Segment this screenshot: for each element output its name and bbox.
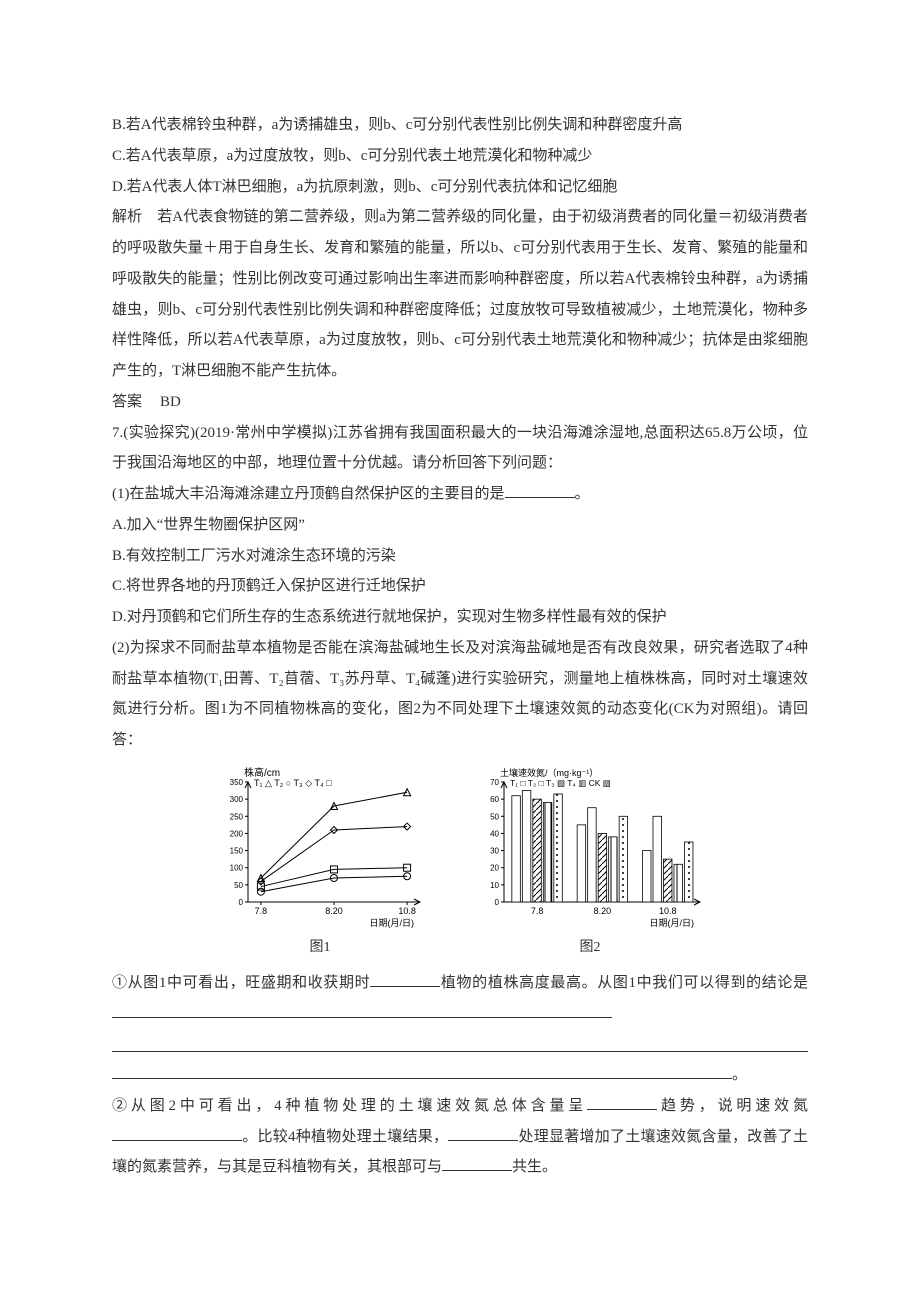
blank bbox=[370, 971, 440, 987]
q7-p1: (1)在盐城大丰沿海滩涂建立丹顶鹤自然保护区的主要目的是 。 bbox=[112, 479, 808, 510]
q7-sub1-tail-line: 。 bbox=[112, 1060, 808, 1091]
svg-text:10.8: 10.8 bbox=[398, 906, 416, 916]
svg-text:10: 10 bbox=[490, 881, 499, 890]
figure-1-caption: 图1 bbox=[310, 934, 331, 963]
svg-text:T₁ □ T₂ □ T₃ ▨ T₄ ▥ CK ▧: T₁ □ T₂ □ T₃ ▨ T₄ ▥ CK ▧ bbox=[510, 778, 611, 788]
blank bbox=[448, 1125, 518, 1141]
q7-sub2: ②从图2中可看出，4种植物处理的土壤速效氮总体含量呈 趋势，说明速效氮 。比较4种… bbox=[112, 1091, 808, 1183]
svg-text:8.20: 8.20 bbox=[325, 906, 343, 916]
svg-text:T₁ △ T₂ ○ T₃ ◇ T₄ □: T₁ △ T₂ ○ T₃ ◇ T₄ □ bbox=[254, 778, 332, 788]
q7-option-d: D.对丹顶鹤和它们所生存的生态系统进行就地保护，实现对生物多样性最有效的保护 bbox=[112, 602, 808, 633]
svg-text:30: 30 bbox=[490, 846, 499, 855]
q7-sub2e: 共生。 bbox=[512, 1159, 557, 1175]
svg-text:8.20: 8.20 bbox=[594, 906, 612, 916]
blank bbox=[112, 1002, 612, 1018]
q7-sub1a: ①从图1中可看出，旺盛期和收获期时 bbox=[112, 975, 370, 991]
svg-text:0: 0 bbox=[239, 898, 244, 907]
q7-p2: (2)为探求不同耐盐草本植物是否能在滨海盐碱地生长及对滨海盐碱地是否有改良效果，… bbox=[112, 633, 808, 756]
figure-2-caption: 图2 bbox=[580, 934, 601, 963]
answer-block: 答案 BD bbox=[112, 387, 808, 418]
svg-text:350: 350 bbox=[230, 778, 244, 787]
q7-p1-text: (1)在盐城大丰沿海滩涂建立丹顶鹤自然保护区的主要目的是 bbox=[112, 486, 505, 502]
q7-option-a: A.加入“世界生物圈保护区网” bbox=[112, 510, 808, 541]
svg-text:10.8: 10.8 bbox=[659, 906, 677, 916]
figure-1: 株高/cmT₁ △ T₂ ○ T₃ ◇ T₄ □0501001502002503… bbox=[210, 762, 430, 963]
q7-stem: 7.(实验探究)(2019·常州中学模拟)江苏省拥有我国面积最大的一块沿海滩涂湿… bbox=[112, 418, 808, 480]
svg-text:60: 60 bbox=[490, 795, 499, 804]
q7-sub1: ①从图1中可看出，旺盛期和收获期时 植物的植株高度最高。从图1中我们可以得到的结论… bbox=[112, 968, 808, 1030]
q7-sub1b: 植物的植株高度最高。从图1中我们可以得到的结论是 bbox=[440, 975, 808, 991]
svg-text:70: 70 bbox=[490, 778, 499, 787]
svg-text:日期(月/日): 日期(月/日) bbox=[650, 918, 695, 928]
q7-option-b: B.有效控制工厂污水对滩涂生态环境的污染 bbox=[112, 541, 808, 572]
svg-text:7.8: 7.8 bbox=[255, 906, 268, 916]
chart-2-svg: 土壤速效氮/（mg·kg⁻¹）T₁ □ T₂ □ T₃ ▨ T₄ ▥ CK ▧ 0… bbox=[470, 762, 710, 932]
blank bbox=[112, 1063, 732, 1079]
svg-text:日期(月/日): 日期(月/日) bbox=[370, 918, 415, 928]
svg-text:土壤速效氮/（mg·kg⁻¹）: 土壤速效氮/（mg·kg⁻¹） bbox=[500, 767, 598, 778]
answer-label: 答案 bbox=[112, 394, 142, 410]
svg-text:7.8: 7.8 bbox=[531, 906, 544, 916]
svg-text:300: 300 bbox=[230, 795, 244, 804]
svg-text:100: 100 bbox=[230, 863, 244, 872]
svg-text:40: 40 bbox=[490, 829, 499, 838]
svg-text:250: 250 bbox=[230, 812, 244, 821]
q7-sub2a: ②从图2中可看出，4种植物处理的土壤速效氮总体含量呈 bbox=[112, 1098, 587, 1114]
chart-1-svg: 株高/cmT₁ △ T₂ ○ T₃ ◇ T₄ □0501001502002503… bbox=[210, 762, 430, 932]
svg-text:200: 200 bbox=[230, 829, 244, 838]
analysis-label: 解析 bbox=[112, 209, 142, 225]
option-c: C.若A代表草原，a为过度放牧，则b、c可分别代表土地荒漠化和物种减少 bbox=[112, 141, 808, 172]
option-d: D.若A代表人体T淋巴细胞，a为抗原刺激，则b、c可分别代表抗体和记忆细胞 bbox=[112, 172, 808, 203]
figure-2: 土壤速效氮/（mg·kg⁻¹）T₁ □ T₂ □ T₃ ▨ T₄ ▥ CK ▧ 0… bbox=[470, 762, 710, 963]
q7-sub1-tail: 。 bbox=[732, 1067, 747, 1083]
option-b: B.若A代表棉铃虫种群，a为诱捕雄虫，则b、c可分别代表性别比例失调和种群密度升… bbox=[112, 110, 808, 141]
analysis-block: 解析 若A代表食物链的第二营养级，则a为第二营养级的同化量，由于初级消费者的同化… bbox=[112, 202, 808, 387]
blank bbox=[442, 1155, 512, 1171]
q7-p1-tail: 。 bbox=[575, 486, 590, 502]
svg-text:0: 0 bbox=[495, 898, 500, 907]
answer-value: BD bbox=[160, 394, 181, 410]
figure-row: 株高/cmT₁ △ T₂ ○ T₃ ◇ T₄ □0501001502002503… bbox=[112, 762, 808, 963]
analysis-text: 若A代表食物链的第二营养级，则a为第二营养级的同化量，由于初级消费者的同化量＝初… bbox=[112, 209, 808, 379]
svg-text:150: 150 bbox=[230, 846, 244, 855]
blank bbox=[505, 482, 575, 498]
blank-line bbox=[112, 1030, 808, 1052]
blank bbox=[587, 1094, 657, 1110]
svg-text:50: 50 bbox=[490, 812, 499, 821]
svg-text:20: 20 bbox=[490, 863, 499, 872]
svg-text:50: 50 bbox=[234, 881, 243, 890]
page-content: B.若A代表棉铃虫种群，a为诱捕雄虫，则b、c可分别代表性别比例失调和种群密度升… bbox=[0, 0, 920, 1243]
q7-option-c: C.将世界各地的丹顶鹤迁入保护区进行迁地保护 bbox=[112, 571, 808, 602]
q7-sub2b: 趋势，说明速效氮 bbox=[657, 1098, 808, 1114]
q7-sub2c: 。比较4种植物处理土壤结果， bbox=[242, 1129, 448, 1145]
blank bbox=[112, 1125, 242, 1141]
